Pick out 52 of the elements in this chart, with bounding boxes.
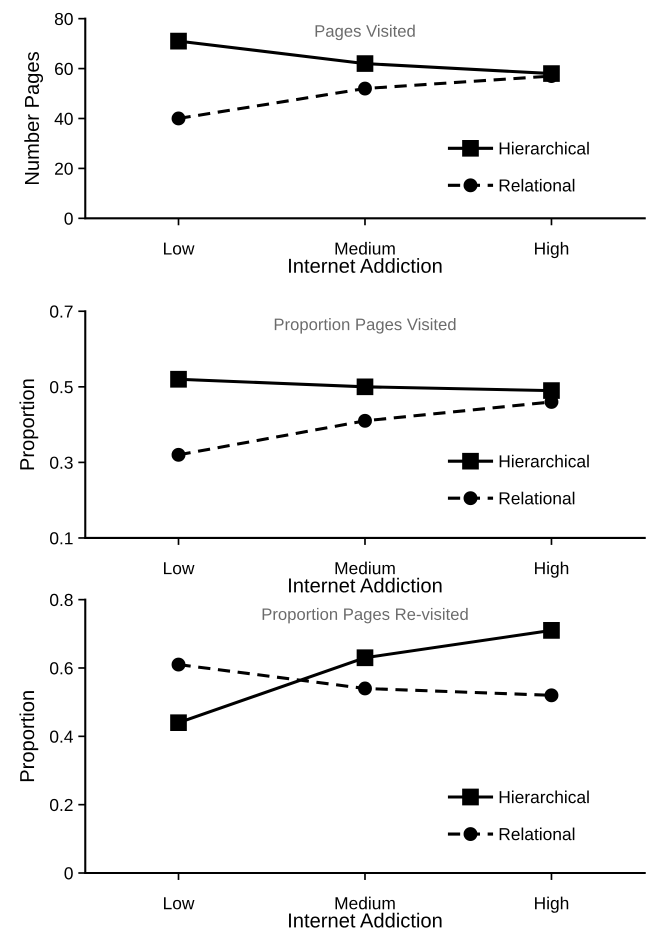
x-tick-label: High: [535, 242, 568, 258]
x-tick-label: Medium: [336, 562, 395, 574]
y-axis-title: Proportion: [19, 379, 38, 470]
point: [544, 688, 558, 702]
x-tick-label: Medium: [336, 242, 395, 255]
x-axis-title: Internet Addiction: [289, 258, 442, 273]
legend-label: Relational: [500, 492, 574, 504]
point: [358, 414, 372, 428]
legend-label: Hierarchical: [500, 142, 589, 155]
point: [543, 622, 560, 639]
point: [358, 82, 372, 96]
y-tick-label: 40: [54, 112, 73, 125]
point: [170, 714, 187, 731]
y-tick-label: 0.8: [50, 594, 73, 606]
legend-label: Relational: [500, 178, 574, 192]
y-tick-label: 0.6: [50, 662, 73, 674]
point: [356, 55, 374, 72]
y-tick-label: 0: [64, 212, 73, 225]
y-tick-label: 80: [54, 12, 73, 26]
point: [356, 378, 374, 396]
y-tick-label: 0.7: [50, 305, 73, 318]
point: [172, 658, 186, 672]
chart-title: Pages Visited: [316, 24, 415, 40]
y-tick-label: 0.1: [50, 532, 73, 544]
y-tick-label: 20: [55, 162, 73, 175]
x-tick-label: Low: [164, 242, 194, 255]
y-tick-label: 0.5: [50, 380, 73, 394]
x-tick-label: Medium: [336, 896, 395, 910]
point: [356, 649, 374, 666]
legend-label: Hierarchical: [500, 790, 589, 804]
y-axis-title: Number Pages: [24, 52, 44, 184]
x-tick-label: High: [535, 562, 568, 578]
chart-title: Proportion Pages Re-visited: [262, 608, 468, 624]
point: [172, 112, 186, 126]
x-tick-label: High: [535, 896, 568, 913]
x-axis-title: Internet Addiction: [289, 578, 442, 593]
y-axis-title: Proportion: [19, 691, 38, 782]
y-tick-label: 0.2: [50, 798, 73, 812]
point: [172, 448, 186, 462]
legend-label: Relational: [500, 828, 574, 840]
y-tick-label: 0.4: [50, 730, 73, 743]
point: [170, 32, 187, 50]
x-tick-label: Low: [164, 897, 194, 910]
y-tick-label: 0: [64, 867, 73, 880]
point: [358, 682, 372, 696]
chart-title: Proportion Pages Visited: [274, 318, 456, 334]
legend-label: Hierarchical: [500, 454, 589, 468]
y-tick-label: 60: [55, 62, 73, 76]
y-tick-label: 0.3: [50, 456, 73, 469]
x-axis-title: Internet Addiction: [289, 912, 442, 928]
x-tick-label: Low: [164, 562, 194, 574]
point: [170, 370, 187, 388]
